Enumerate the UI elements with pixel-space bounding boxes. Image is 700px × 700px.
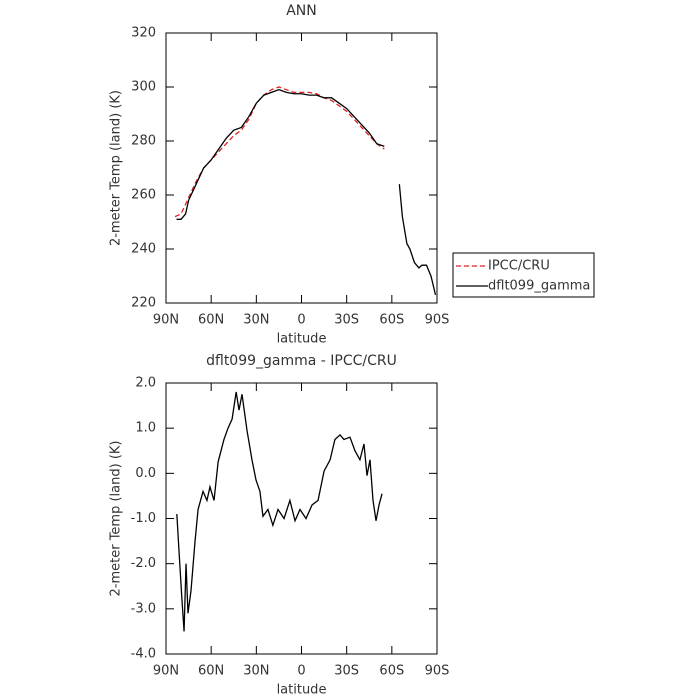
y-axis-label: 2-meter Temp (land) (K) [109, 441, 124, 597]
x-tick-label: 30S [334, 313, 359, 328]
x-tick-label: 60N [198, 664, 224, 679]
x-tick-label: 30S [334, 664, 359, 679]
x-tick-label: 90S [425, 313, 450, 328]
x-tick-label: 60N [198, 313, 224, 328]
y-tick-label: 0.0 [135, 466, 156, 481]
x-tick-label: 90N [153, 313, 179, 328]
y-tick-label: 1.0 [135, 421, 156, 436]
x-tick-label: 60S [379, 664, 404, 679]
data-line [398, 184, 437, 296]
chart-title: ANN [286, 3, 317, 19]
chart-title: dflt099_gamma - IPCC/CRU [206, 353, 397, 369]
y-tick-label: -3.0 [131, 601, 156, 616]
y-tick-label: -4.0 [131, 647, 156, 662]
y-tick-label: -1.0 [131, 511, 156, 526]
y-tick-label: 220 [131, 296, 156, 311]
x-axis-label: latitude [277, 332, 327, 347]
legend-label: dflt099_gamma [488, 279, 590, 294]
y-tick-label: 2.0 [135, 376, 156, 391]
x-tick-label: 0 [297, 664, 305, 679]
x-tick-label: 90N [153, 664, 179, 679]
y-tick-label: 280 [131, 134, 156, 149]
plot-frame [165, 382, 438, 655]
x-tick-label: 0 [297, 313, 305, 328]
x-tick-label: 90S [425, 664, 450, 679]
data-line [176, 89, 385, 220]
x-tick-label: 60S [379, 313, 404, 328]
y-axis-label: 2-meter Temp (land) (K) [109, 90, 124, 246]
data-line [174, 86, 385, 218]
legend-box [452, 252, 595, 298]
plot-frame [165, 32, 438, 304]
y-tick-label: -2.0 [131, 556, 156, 571]
y-tick-label: 300 [131, 80, 156, 95]
legend-label: IPCC/CRU [488, 259, 550, 274]
y-tick-label: 240 [131, 242, 156, 257]
x-axis-label: latitude [277, 683, 327, 698]
y-tick-label: 260 [131, 188, 156, 203]
data-line [176, 391, 383, 632]
x-tick-label: 30N [243, 664, 269, 679]
x-tick-label: 30N [243, 313, 269, 328]
y-tick-label: 320 [131, 26, 156, 41]
